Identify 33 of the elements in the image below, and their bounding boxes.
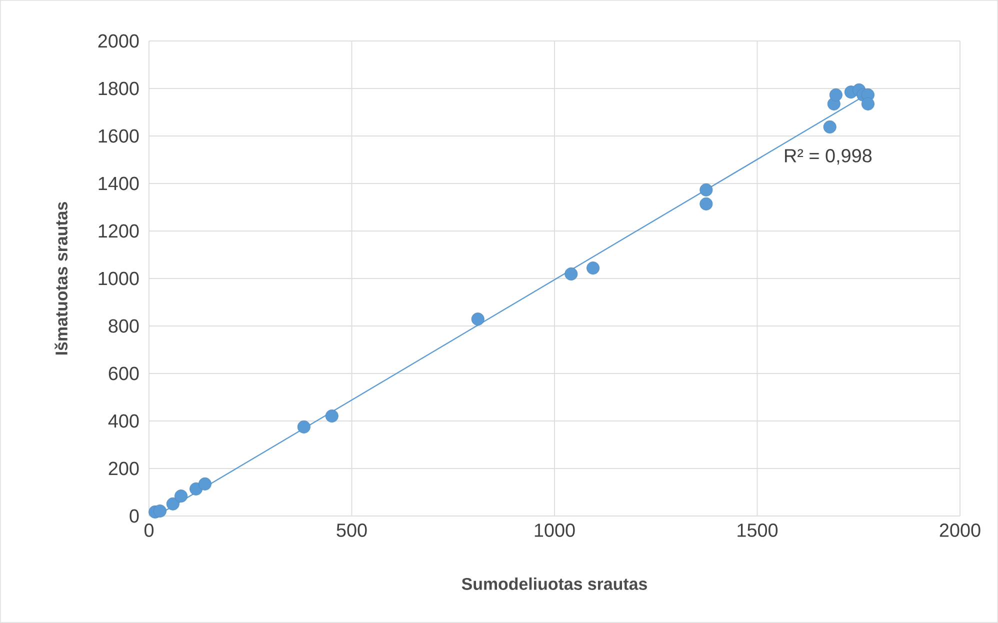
y-tick-label: 0 [130, 509, 139, 523]
y-axis-title: Išmatuotas srautas [54, 202, 68, 355]
point [823, 120, 836, 134]
y-tick-label: 1000 [98, 272, 139, 286]
point [829, 88, 842, 102]
x-axis-title: Sumodeliuotas srautas [462, 578, 647, 590]
point [153, 504, 166, 518]
annotation: R² = 0,998 [785, 149, 872, 165]
point [564, 267, 578, 280]
point [166, 497, 180, 510]
point [586, 262, 600, 275]
y-tick-label: 400 [108, 414, 139, 428]
x-tick-label: 1000 [534, 524, 575, 537]
x-tick-label: 1500 [738, 524, 778, 537]
point [198, 477, 212, 490]
point [700, 183, 713, 196]
y-tick-label: 600 [108, 366, 139, 380]
point [471, 312, 484, 326]
y-tick-label: 1600 [98, 129, 139, 143]
x-tick-label: 2000 [940, 524, 980, 537]
x-tick-label: 0 [144, 524, 154, 537]
y-tick-label: 1200 [98, 224, 139, 238]
x-tick-label: 500 [336, 524, 367, 537]
y-tick-label: 200 [108, 462, 139, 476]
y-tick-label: 2000 [98, 34, 139, 48]
point [861, 97, 874, 110]
point [325, 410, 338, 422]
point [174, 490, 188, 503]
point [297, 420, 310, 434]
y-tick-label: 1800 [98, 82, 139, 96]
point [700, 197, 713, 210]
y-tick-label: 800 [108, 319, 139, 333]
y-tick-label: 1400 [98, 176, 139, 190]
